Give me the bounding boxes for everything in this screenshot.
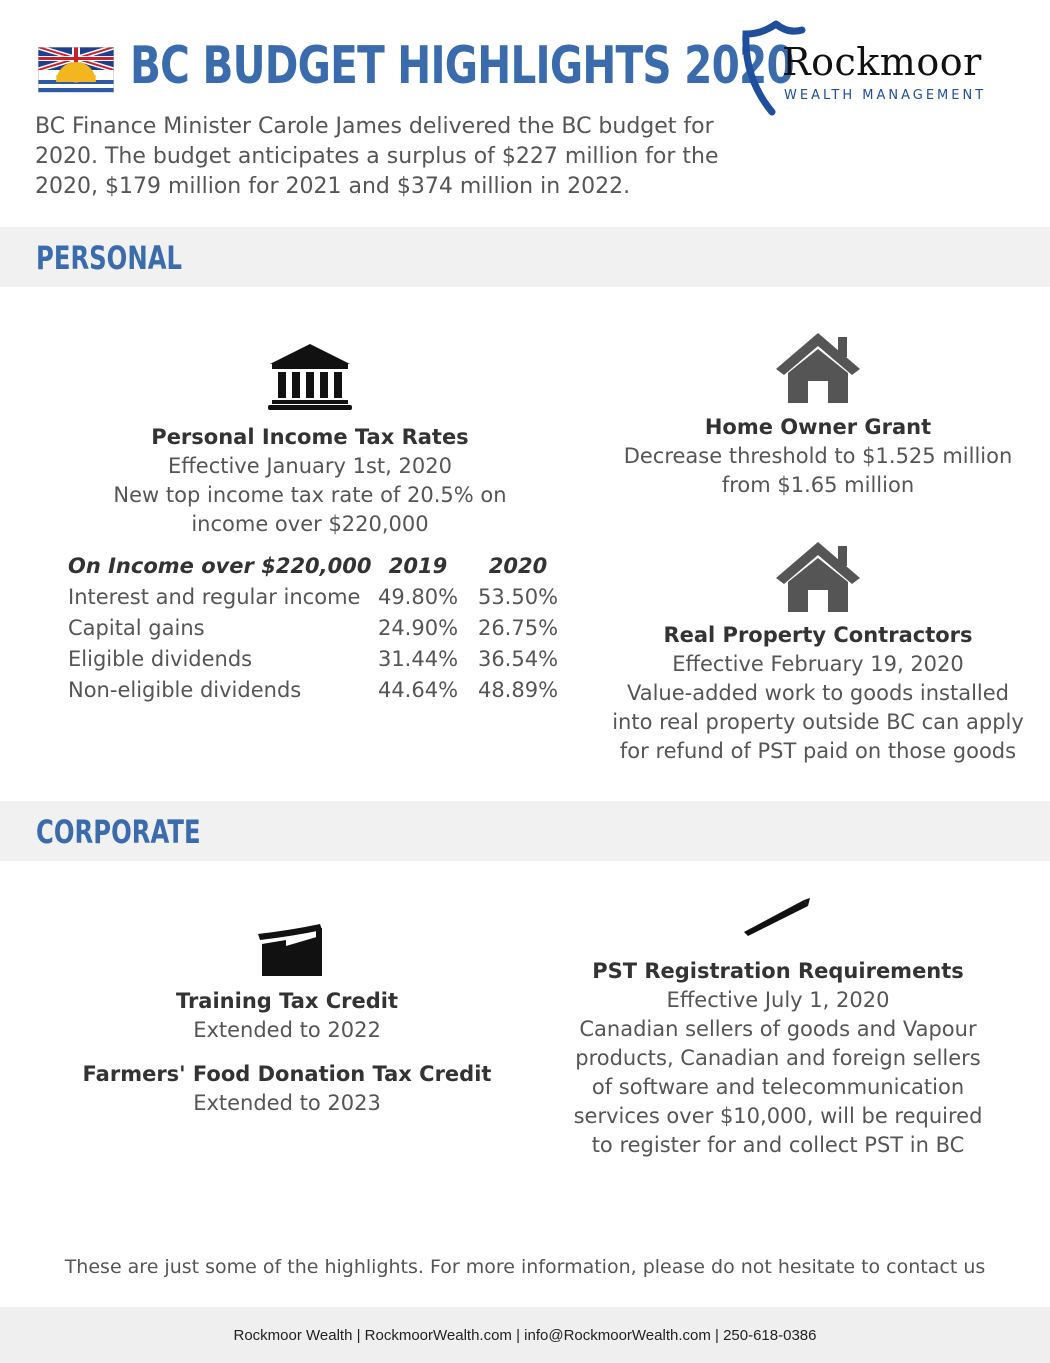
rates-cell: 44.64% [377,677,459,702]
rates-header: 2019 [388,553,448,578]
pst-line: to register for and collect PST in BC [591,1133,965,1157]
income-tax-block: Personal Income Tax Rates Effective Janu… [90,422,530,539]
pst-line: of software and telecommunication [591,1075,965,1099]
section-band-corporate: CORPORATE [0,801,1050,861]
contractors-line: for refund of PST paid on those goods [619,739,1017,763]
contractors-line: Effective February 19, 2020 [672,652,964,676]
intro-line: BC Finance Minister Carole James deliver… [35,114,714,139]
table-row: Eligible dividends 31.44% 36.54% [68,643,568,674]
home-owner-block: Home Owner Grant Decrease threshold to $… [600,412,1036,500]
pst-line: products, Canadian and foreign sellers [575,1046,981,1070]
rates-header: 2020 [488,553,548,578]
intro-paragraph: BC Finance Minister Carole James deliver… [35,112,735,202]
closing-note: These are just some of the highlights. F… [64,1256,986,1278]
rates-cell: Non-eligible dividends [68,677,302,702]
footer-bar: Rockmoor Wealth | RockmoorWealth.com | i… [0,1307,1050,1363]
rates-cell: Interest and regular income [68,584,361,609]
table-row: Non-eligible dividends 44.64% 48.89% [68,674,568,705]
footer-contact: Rockmoor Wealth | RockmoorWealth.com | i… [233,1327,817,1344]
table-row: Interest and regular income 49.80% 53.50… [68,581,568,612]
income-tax-line: New top income tax rate of 20.5% on [113,483,507,507]
contractors-line: into real property outside BC can apply [612,710,1024,734]
intro-line: 2020, $179 million for 2021 and $374 mil… [35,174,631,199]
pst-block: PST Registration Requirements Effective … [560,956,996,1160]
contractors-line: Value-added work to goods installed [626,681,1010,705]
logo-name: Rockmoor [782,40,982,84]
training-block: Training Tax Credit Extended to 2022 Far… [60,986,514,1118]
rates-cell: 49.80% [377,584,459,609]
section-band-personal: PERSONAL [0,227,1050,287]
rates-cell: 24.90% [377,615,459,640]
logo-subtitle: WEALTH MANAGEMENT [784,88,987,103]
farmers-line: Extended to 2023 [193,1091,381,1115]
rates-cell: 26.75% [477,615,559,640]
intro-line: 2020. The budget anticipates a surplus o… [35,144,719,169]
rates-cell: 48.89% [477,677,559,702]
house-icon [776,333,860,403]
bc-flag-icon [38,47,114,93]
bank-icon [268,344,352,410]
rates-cell: 36.54% [477,646,559,671]
home-owner-line: Decrease threshold to $1.525 million [623,444,1013,468]
rates-cell: Capital gains [68,615,205,640]
rates-cell: Eligible dividends [68,646,253,671]
home-owner-line: from $1.65 million [721,473,915,497]
rates-cell: 31.44% [377,646,459,671]
training-line: Extended to 2022 [193,1018,381,1042]
factory-icon [258,924,322,976]
farmers-title: Farmers' Food Donation Tax Credit [82,1062,492,1086]
page-title: BC BUDGET HIGHLIGHTS 2020 [130,36,795,96]
rates-table: On Income over $220,000 2019 2020 Intere… [68,550,568,705]
income-tax-line: income over $220,000 [191,512,429,536]
pst-line: services over $10,000, will be required [573,1104,983,1128]
contractors-block: Real Property Contractors Effective Febr… [600,620,1036,766]
rates-cell: 53.50% [477,584,559,609]
section-label-corporate: CORPORATE [36,813,201,851]
rockmoor-logo: Rockmoor WEALTH MANAGEMENT [742,20,1004,116]
income-tax-title: Personal Income Tax Rates [151,425,469,449]
pst-line: Canadian sellers of goods and Vapour [579,1017,977,1041]
section-label-personal: PERSONAL [36,239,183,277]
home-owner-title: Home Owner Grant [704,415,932,439]
pst-title: PST Registration Requirements [592,959,964,983]
rates-header: On Income over $220,000 [68,553,372,578]
table-row: Capital gains 24.90% 26.75% [68,612,568,643]
income-tax-line: Effective January 1st, 2020 [168,454,452,478]
rates-header-row: On Income over $220,000 2019 2020 [68,550,568,581]
pst-line: Effective July 1, 2020 [666,988,890,1012]
house-icon [776,542,860,612]
pen-icon [744,898,810,936]
shield-icon [742,20,806,116]
contractors-title: Real Property Contractors [663,623,973,647]
training-title: Training Tax Credit [175,989,399,1013]
